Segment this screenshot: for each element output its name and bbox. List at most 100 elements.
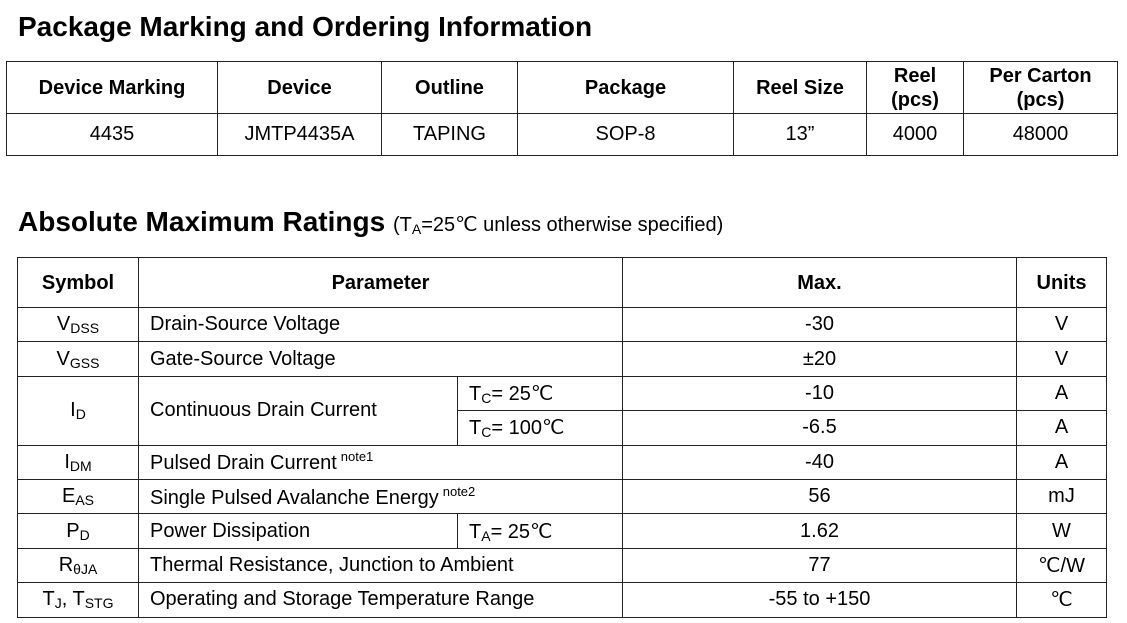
data-row: TC= 100℃ -6.5 A <box>18 410 1107 446</box>
condition-subscript: A <box>481 527 491 544</box>
data-row: ID Continuous Drain Current TC= 25℃ -10 A <box>17 375 1107 446</box>
data-row: RθJA Thermal Resistance, Junction to Ambi… <box>17 547 1107 584</box>
symbol-subscript: DSS <box>70 319 100 336</box>
condition-value: = 25℃ <box>491 382 554 405</box>
header-text: (pcs) <box>1016 88 1065 111</box>
section-title: Absolute Maximum Ratings (TA=25℃ unless … <box>18 206 723 238</box>
symbol-subscript: θJA <box>73 560 98 577</box>
symbol-subscript: D <box>75 405 86 422</box>
symbol-subscript: J <box>54 595 62 612</box>
units-cell: A <box>1016 444 1107 480</box>
cell: 13” <box>733 113 867 156</box>
units-cell: ℃ <box>1016 582 1107 618</box>
units-cell: mJ <box>1016 478 1107 515</box>
condition-subscript: C <box>481 424 492 441</box>
condition-subscript: C <box>481 389 492 406</box>
max-cell: 77 <box>622 547 1017 584</box>
data-row: VDSS Drain-Source Voltage -30 V <box>17 306 1107 343</box>
note: note1 <box>340 449 374 465</box>
parameter-cell: Continuous Drain Current <box>138 375 458 446</box>
max-cell: -10 <box>622 375 1017 412</box>
data-row: EAS Single Pulsed Avalanche Energy note2 56… <box>17 478 1107 515</box>
units-cell: A <box>1016 410 1107 446</box>
header-text: (pcs) <box>891 88 939 111</box>
condition-symbol: T <box>469 520 482 543</box>
parameter-text: Continuous Drain Current <box>150 399 377 422</box>
condition-cell: TC= 100℃ <box>457 410 623 446</box>
parameter-text: Thermal Resistance, Junction to Ambient <box>150 553 514 576</box>
cell: JMTP4435A <box>217 113 382 156</box>
section-title-text: Absolute Maximum Ratings <box>18 206 386 237</box>
subscript: A <box>411 220 422 237</box>
symbol-cell: VGSS <box>17 341 139 377</box>
header-cell: Reel (pcs) <box>866 61 964 114</box>
symbol-subscript: GSS <box>69 354 100 371</box>
section-title: Package Marking and Ordering Information <box>18 11 593 42</box>
note: note2 <box>442 483 476 499</box>
units-cell: A <box>1016 375 1107 412</box>
data-row: 4435 JMTP4435A TAPING SOP-8 13” 4000 48000 <box>6 113 1118 156</box>
cell: SOP-8 <box>517 113 734 156</box>
units-cell: V <box>1016 341 1107 377</box>
max-cell: -30 <box>622 306 1017 343</box>
symbol-subscript: DM <box>69 457 92 474</box>
max-cell: -40 <box>622 444 1017 480</box>
symbol-cell: RθJA <box>17 547 139 584</box>
header-row: Device Marking Device Outline Package Reel S… <box>6 61 1118 114</box>
parameter-cell: Pulsed Drain Current note1 <box>138 444 623 480</box>
max-cell: 1.62 <box>622 513 1017 549</box>
max-cell: ±20 <box>622 341 1017 377</box>
header-cell: Device Marking <box>6 61 218 114</box>
max-cell: -6.5 <box>622 410 1017 446</box>
data-row: TJ, TSTG Operating and Storage Temperatur… <box>17 582 1107 618</box>
header-cell: Units <box>1016 257 1107 308</box>
units-cell: V <box>1016 306 1107 343</box>
header-cell: Package <box>517 61 734 114</box>
header-cell: Device <box>217 61 382 114</box>
symbol-subscript: AS <box>75 491 95 508</box>
condition-symbol: T <box>469 417 482 440</box>
cell: 48000 <box>963 113 1118 156</box>
data-row: PD Power Dissipation TA= 25℃ 1.62 W <box>17 513 1107 549</box>
header-row: Symbol Parameter Max. Units <box>17 257 1107 308</box>
parameter-text: Power Dissipation <box>150 519 311 542</box>
header-cell: Outline <box>381 61 518 114</box>
symbol-text: I <box>64 450 70 473</box>
symbol-cell: EAS <box>17 478 139 515</box>
condition-value: = 100℃ <box>491 417 565 440</box>
header-text: Device <box>267 76 332 99</box>
symbol-text: V <box>56 347 70 370</box>
symbol-cell: TJ, TSTG <box>17 582 139 618</box>
header-cell: Reel Size <box>733 61 867 114</box>
parameter-cell: Operating and Storage Temperature Range <box>138 582 623 618</box>
symbol-text: E <box>61 485 76 508</box>
symbol-text: T <box>42 588 55 611</box>
cell: 4000 <box>866 113 964 156</box>
subtitle-text: (T <box>392 214 412 236</box>
header-cell: Per Carton (pcs) <box>963 61 1118 114</box>
symbol-cell: ID <box>17 375 139 446</box>
condition-value: = 25℃ <box>490 520 553 543</box>
condition-symbol: T <box>469 382 482 405</box>
subtitle: (TA=25℃ unless otherwise specified) <box>392 214 723 237</box>
header-cell: Max. <box>622 257 1017 308</box>
parameter-cell: Power Dissipation <box>138 513 458 549</box>
symbol-text: R <box>58 553 74 576</box>
parameter-text: Drain-Source Voltage <box>150 313 341 336</box>
header-text: Device Marking <box>38 76 186 99</box>
units-cell: W <box>1016 513 1107 549</box>
symbol-cell: VDSS <box>17 306 139 343</box>
data-row: VGSS Gate-Source Voltage ±20 V <box>17 341 1107 377</box>
header-text: Reel <box>893 64 937 87</box>
max-cell: -55 to +150 <box>622 582 1017 618</box>
ratings-table: Symbol Parameter Max. Units VDSS Drain-Source… <box>17 257 1107 618</box>
condition-cell: TC= 25℃ <box>457 375 623 412</box>
header-text: Package <box>584 76 667 99</box>
symbol-subscript: D <box>79 526 90 543</box>
header-cell: Symbol <box>17 257 139 308</box>
condition-cell: TA= 25℃ <box>457 513 623 549</box>
max-cell: 56 <box>622 478 1017 515</box>
cell: 4435 <box>6 113 218 156</box>
header-cell: Parameter <box>138 257 623 308</box>
parameter-text: Pulsed Drain Current <box>150 452 337 475</box>
